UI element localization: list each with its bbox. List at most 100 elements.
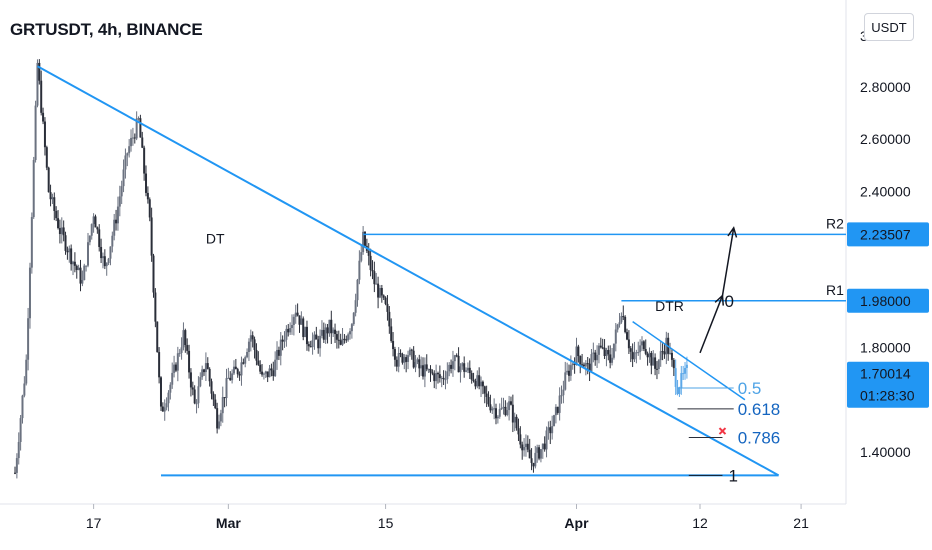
candle [493,398,496,420]
candle [193,385,196,405]
candle [319,329,322,357]
candle [262,372,265,380]
candle [545,426,548,458]
candle [547,421,550,440]
candle [34,100,37,163]
candle [124,148,127,179]
candle [324,323,327,344]
candle [150,207,153,262]
candle [326,323,329,344]
candle [98,224,101,252]
candle [410,348,413,360]
candle [556,406,559,415]
candle [32,156,35,219]
candle [665,331,668,365]
candle [418,354,421,378]
time-axis[interactable]: 17 Mar 15 Apr 12 21 [86,504,809,531]
candle [195,399,198,414]
candle [448,362,451,377]
plot-area[interactable] [0,0,846,504]
projection-arrow[interactable] [721,226,738,296]
candle [582,362,585,367]
y-tick-label: 1.40000 [860,444,911,460]
candle [300,311,303,325]
candle [339,333,342,346]
candle [259,360,262,375]
candle [392,332,395,357]
candle [240,356,243,386]
candle [401,352,404,365]
candle [631,343,634,368]
candle [186,338,189,355]
candle [483,385,486,404]
candle [682,365,685,381]
candle [169,382,172,400]
fib-label: 1 [728,466,737,485]
candle [51,193,54,205]
candle [414,355,417,373]
candle [524,434,527,457]
candle [517,418,520,442]
dtr-trendline[interactable] [632,321,746,401]
candle [203,368,206,376]
candle [38,59,41,85]
candle [242,358,245,365]
candle [341,327,344,347]
candle [590,348,593,372]
candle [165,397,168,411]
candle [212,391,215,406]
currency-button[interactable]: USDT [864,13,914,41]
candle [614,322,617,352]
candle [219,409,222,427]
candle [43,117,46,156]
candle [674,359,677,395]
candle [586,356,589,375]
candle [478,367,481,390]
candle [397,347,400,373]
candle [208,367,211,387]
candle [42,107,45,125]
candle [495,403,498,425]
candle [584,360,587,376]
candle [489,394,492,413]
candle [163,399,166,421]
candle [685,356,688,379]
candle [206,357,209,370]
candle [597,343,600,364]
candle [629,346,632,363]
candle [141,131,144,149]
candle [655,361,658,380]
candle [96,226,99,234]
candle [161,402,164,412]
candle [173,355,176,378]
candle [356,278,359,307]
candle [21,394,24,424]
candle [313,331,316,350]
candle [384,296,387,306]
candle [279,332,282,366]
candle [435,364,438,390]
annotation-dt: DT [206,230,225,246]
descending-trendline[interactable] [36,65,780,477]
candle [618,313,621,328]
x-tick-label: 15 [378,515,394,531]
candle [562,380,565,404]
candle [225,368,228,407]
candle [60,217,63,244]
y-tick-label: 2.80000 [860,79,911,95]
candle [100,238,103,264]
candle [145,165,148,197]
candle [27,307,30,371]
candle [81,270,84,287]
candle [126,152,129,167]
candle [292,314,295,336]
candle [118,185,121,217]
candle [268,364,271,378]
candle [276,341,279,370]
candle [47,166,50,193]
candle [122,159,125,193]
candle [579,355,582,374]
candle [167,390,170,412]
candle [347,332,350,342]
